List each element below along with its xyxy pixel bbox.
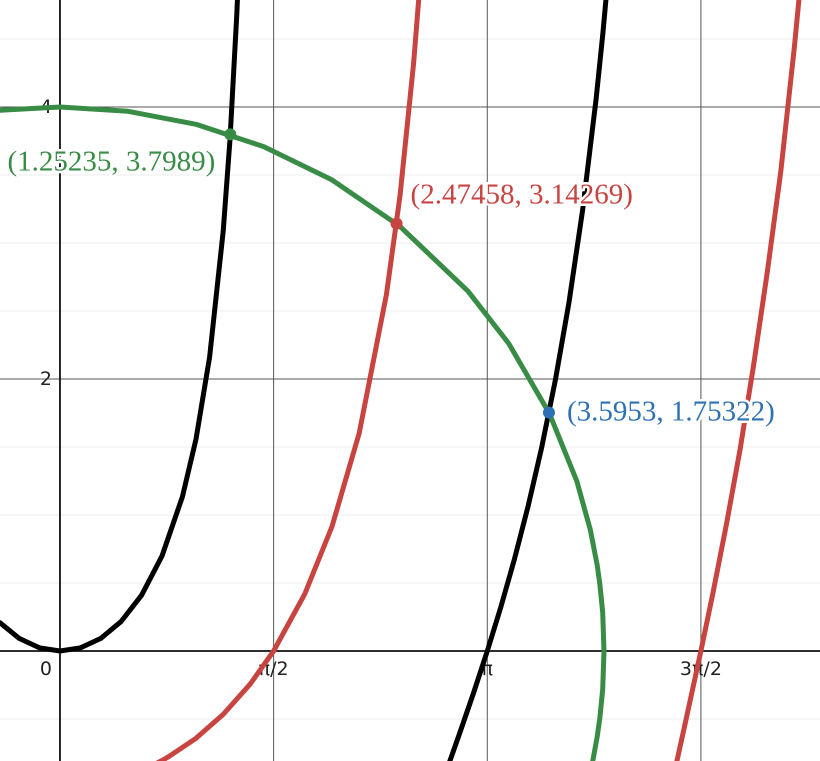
- point: [390, 217, 403, 230]
- point: [224, 128, 237, 141]
- point-label: (1.25235, 3.7989): [7, 145, 215, 177]
- y-tick-label: 2: [40, 368, 52, 390]
- point: [542, 406, 555, 419]
- curve: [674, 0, 802, 761]
- x-tick-label: 3π/2: [680, 658, 722, 680]
- curve: [0, 0, 240, 654]
- curves: [0, 0, 802, 761]
- x-tick-label: 0: [40, 658, 52, 680]
- curve: [0, 104, 607, 761]
- curve: [447, 0, 609, 761]
- point-label: (3.5953, 1.75322): [567, 396, 775, 428]
- points: (1.25235, 3.7989) (2.47458, 3.14269) (3.59…: [5, 128, 777, 430]
- x-tick-label: π: [482, 658, 493, 680]
- point-label: (2.47458, 3.14269): [411, 179, 633, 211]
- curve: [156, 0, 422, 761]
